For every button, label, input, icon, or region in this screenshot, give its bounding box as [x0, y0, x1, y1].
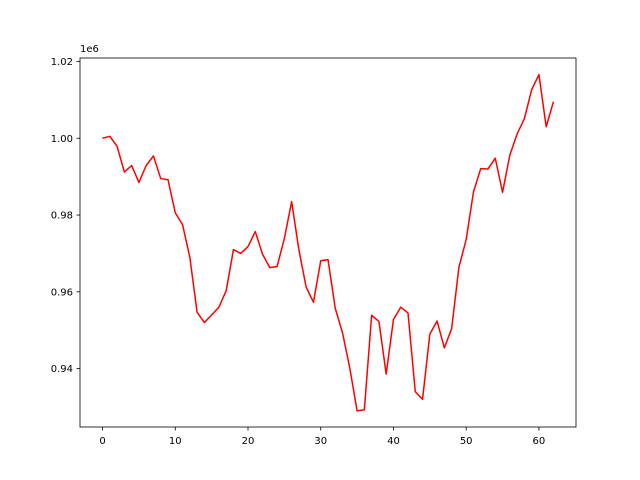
plot-area	[80, 58, 576, 427]
x-tick-label: 20	[242, 436, 255, 447]
y-tick-label: 0.96	[51, 287, 73, 298]
y-tick-label: 0.94	[51, 364, 73, 375]
x-tick-label: 10	[169, 436, 182, 447]
x-tick-label: 0	[99, 436, 105, 447]
series-layer	[102, 73, 555, 412]
series-line-0	[102, 73, 555, 412]
axes-frame	[79, 57, 577, 428]
y-tick-label: 0.98	[51, 211, 73, 222]
x-tick-label: 60	[533, 436, 546, 447]
y-tick-label: 1.00	[51, 134, 73, 145]
x-tick-label: 30	[314, 436, 327, 447]
x-tick-label: 50	[460, 436, 473, 447]
x-axis: 0 10 20 30 40 50 60	[99, 427, 545, 447]
y-offset-label: 1e6	[80, 44, 99, 55]
y-tick-label: 1.02	[51, 57, 73, 68]
x-tick-label: 40	[387, 436, 400, 447]
y-axis: 0.94 0.96 0.98 1.00 1.02	[51, 57, 80, 375]
